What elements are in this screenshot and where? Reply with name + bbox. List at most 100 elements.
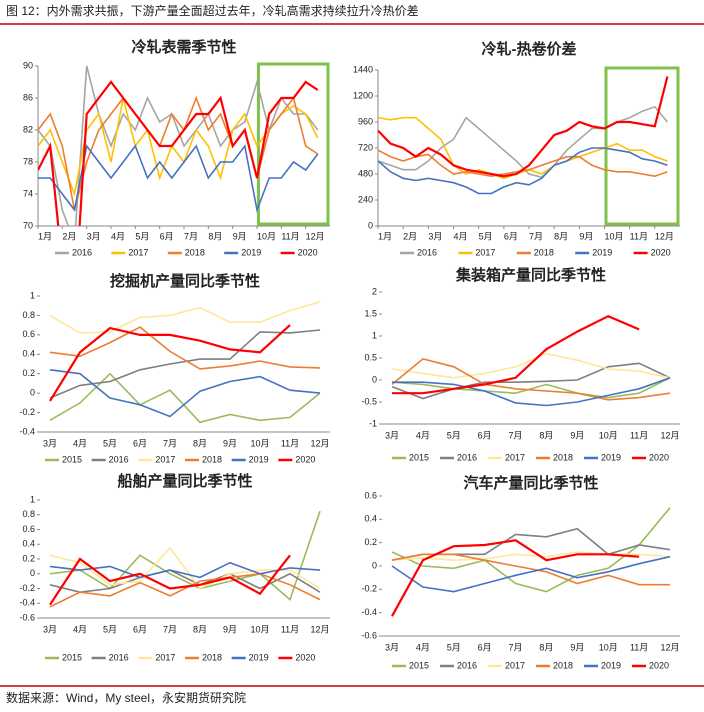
series-line bbox=[49, 301, 321, 334]
legend-label: 2018 bbox=[534, 247, 554, 257]
y-tick-label: 90 bbox=[23, 60, 33, 70]
x-tick-label: 8月 bbox=[539, 642, 553, 652]
y-tick-label: 0.6 bbox=[22, 524, 35, 534]
x-tick-label: 6月 bbox=[133, 624, 147, 634]
chart-title: 船舶产量同比季节性 bbox=[117, 472, 252, 490]
y-tick-label: -0.4 bbox=[361, 607, 377, 617]
legend-label: 2018 bbox=[202, 454, 222, 464]
series-line bbox=[378, 76, 669, 178]
legend-label: 2016 bbox=[109, 454, 129, 464]
x-tick-label: 10月 bbox=[599, 430, 618, 440]
x-tick-label: 11月 bbox=[281, 438, 299, 448]
y-tick-label: 74 bbox=[23, 188, 33, 198]
series-line bbox=[49, 554, 291, 606]
legend-label: 2015 bbox=[62, 652, 82, 662]
x-tick-label: 3月 bbox=[43, 624, 57, 634]
x-tick-label: 9月 bbox=[233, 231, 247, 241]
legend-label: 2017 bbox=[155, 652, 175, 662]
series-line bbox=[378, 105, 669, 179]
y-tick-label: 960 bbox=[358, 116, 373, 126]
x-tick-label: 10月 bbox=[257, 231, 276, 241]
x-tick-label: 11月 bbox=[630, 642, 648, 652]
x-tick-label: 11月 bbox=[630, 430, 648, 440]
x-tick-label: 7月 bbox=[529, 231, 543, 241]
x-tick-label: 5月 bbox=[447, 642, 461, 652]
x-tick-label: 4月 bbox=[416, 642, 430, 652]
series-line bbox=[391, 551, 671, 562]
x-tick-label: 11月 bbox=[281, 231, 299, 241]
x-tick-label: 2月 bbox=[403, 231, 417, 241]
x-tick-label: 3月 bbox=[385, 642, 399, 652]
x-tick-label: 11月 bbox=[630, 231, 648, 241]
y-tick-label: 0 bbox=[30, 568, 35, 578]
legend-label: 2015 bbox=[409, 452, 429, 462]
x-tick-label: 12月 bbox=[306, 231, 325, 241]
x-tick-label: 10月 bbox=[605, 231, 624, 241]
y-tick-label: 0.2 bbox=[22, 368, 35, 378]
y-tick-label: 0.4 bbox=[364, 514, 377, 524]
chart-title: 集装箱产量同比季节性 bbox=[455, 266, 606, 284]
x-tick-label: 12月 bbox=[660, 430, 679, 440]
x-tick-label: 9月 bbox=[570, 430, 584, 440]
x-tick-label: 6月 bbox=[160, 231, 174, 241]
legend-label: 2020 bbox=[298, 247, 318, 257]
y-tick-label: 86 bbox=[23, 92, 33, 102]
x-tick-label: 5月 bbox=[447, 430, 461, 440]
y-tick-label: 720 bbox=[358, 142, 373, 152]
y-tick-label: 0 bbox=[368, 220, 373, 230]
series-line bbox=[391, 352, 671, 379]
x-tick-label: 12月 bbox=[310, 624, 329, 634]
x-tick-label: 4月 bbox=[454, 231, 468, 241]
x-tick-label: 5月 bbox=[103, 438, 117, 448]
legend-label: 2019 bbox=[241, 247, 261, 257]
series-line bbox=[49, 369, 321, 418]
series-line bbox=[378, 147, 668, 195]
y-tick-label: 1200 bbox=[353, 90, 373, 100]
series-line bbox=[391, 539, 640, 617]
y-tick-label: 0 bbox=[372, 560, 377, 570]
y-tick-label: 0.5 bbox=[364, 352, 377, 362]
legend-label: 2020 bbox=[651, 247, 671, 257]
legend-label: 2017 bbox=[475, 247, 495, 257]
y-tick-label: 0.8 bbox=[22, 509, 35, 519]
series-line bbox=[38, 65, 319, 226]
legend-label: 2019 bbox=[601, 660, 621, 670]
source-note: 数据来源：Wind，My steel，永安期货研究院 bbox=[6, 690, 246, 705]
y-tick-label: 480 bbox=[358, 168, 373, 178]
legend-label: 2020 bbox=[649, 660, 669, 670]
y-tick-label: -0.4 bbox=[19, 426, 35, 436]
x-tick-label: 3月 bbox=[385, 430, 399, 440]
legend-label: 2016 bbox=[457, 660, 477, 670]
series-line bbox=[49, 510, 321, 601]
y-tick-label: 0.4 bbox=[22, 349, 35, 359]
y-tick-label: 0.4 bbox=[22, 539, 35, 549]
legend-label: 2017 bbox=[155, 454, 175, 464]
y-tick-label: -1 bbox=[369, 418, 377, 428]
series-line bbox=[49, 572, 321, 608]
series-line bbox=[49, 326, 321, 370]
legend-label: 2020 bbox=[649, 452, 669, 462]
x-tick-label: 6月 bbox=[133, 438, 147, 448]
x-tick-label: 3月 bbox=[43, 438, 57, 448]
x-tick-label: 3月 bbox=[428, 231, 442, 241]
series-line bbox=[391, 358, 671, 401]
series-line bbox=[391, 507, 671, 593]
y-tick-label: 240 bbox=[358, 194, 373, 204]
highlight-box bbox=[256, 62, 330, 226]
y-tick-label: 0 bbox=[372, 374, 377, 384]
x-tick-label: 4月 bbox=[111, 231, 125, 241]
x-tick-label: 9月 bbox=[223, 624, 237, 634]
x-tick-label: 5月 bbox=[135, 231, 149, 241]
chart: 挖掘机产量同比季节性 3月 4月 5月 6月 7月 8月 9月 10月 11月 12月 -0.4 -0.… bbox=[19, 272, 330, 464]
y-tick-label: -0.6 bbox=[19, 612, 35, 622]
chart: 船舶产量同比季节性 3月 4月 5月 6月 7月 8月 9月 10月 11月 12月 -0.6 -0.4… bbox=[19, 472, 330, 662]
x-tick-label: 7月 bbox=[184, 231, 198, 241]
legend-label: 2016 bbox=[72, 247, 92, 257]
legend-label: 2017 bbox=[128, 247, 148, 257]
x-tick-label: 10月 bbox=[250, 438, 269, 448]
chart-title: 冷轧-热卷价差 bbox=[482, 40, 577, 58]
x-tick-label: 5月 bbox=[103, 624, 117, 634]
x-tick-label: 7月 bbox=[163, 624, 177, 634]
series-line bbox=[392, 377, 671, 407]
